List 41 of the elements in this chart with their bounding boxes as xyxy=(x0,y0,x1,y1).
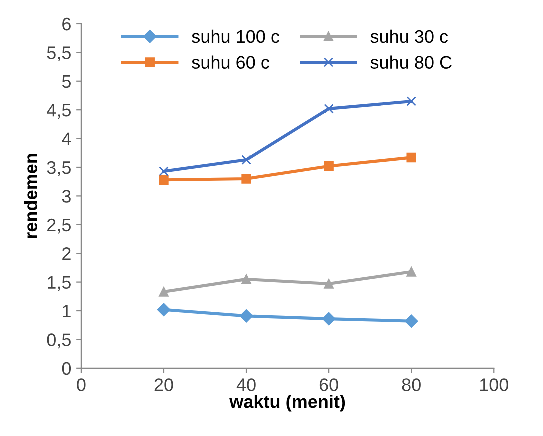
legend-label: suhu 30 c xyxy=(370,30,448,44)
point xyxy=(242,274,252,284)
y-tick-label: 6 xyxy=(62,18,71,31)
point xyxy=(406,267,416,277)
point xyxy=(159,166,169,176)
point xyxy=(324,161,334,172)
legend-label: suhu 100 c xyxy=(192,30,280,44)
point xyxy=(324,104,334,114)
y-tick-label: 2,5 xyxy=(48,218,71,234)
point xyxy=(322,312,336,326)
point xyxy=(159,175,169,185)
y-tick-label: 3,5 xyxy=(47,161,71,176)
point xyxy=(242,174,252,184)
x-tick-label: 60 xyxy=(320,378,338,392)
y-axis-title: rendemen xyxy=(24,154,38,238)
x-axis-title: waktu (menit) xyxy=(230,394,346,412)
point xyxy=(405,314,418,328)
point xyxy=(240,310,254,323)
point xyxy=(157,303,171,316)
y-tick-label: 1 xyxy=(63,305,71,318)
point xyxy=(406,152,416,163)
point xyxy=(242,155,252,165)
y-tick-label: 4,5 xyxy=(47,104,71,119)
x-tick-label: 0 xyxy=(77,378,86,392)
point xyxy=(406,96,416,106)
x-tick-label: 100 xyxy=(480,378,508,392)
y-tick-label: 5 xyxy=(62,76,71,88)
y-tick-label: 1,5 xyxy=(48,276,71,292)
y-tick-label: 5,5 xyxy=(47,46,71,62)
legend-label: suhu 60 c xyxy=(192,56,270,70)
y-tick-label: 4 xyxy=(62,132,72,146)
x-tick-label: 20 xyxy=(154,378,174,392)
point xyxy=(159,287,169,297)
point xyxy=(324,279,334,289)
y-tick-label: 0,5 xyxy=(47,334,71,349)
x-tick-label: 40 xyxy=(236,378,256,392)
x-tick-label: 80 xyxy=(402,378,421,392)
y-tick-label: 2 xyxy=(62,248,71,260)
y-tick-label: 0 xyxy=(62,362,72,376)
legend-label: suhu 80 C xyxy=(370,56,452,70)
y-tick-label: 3 xyxy=(62,190,71,203)
